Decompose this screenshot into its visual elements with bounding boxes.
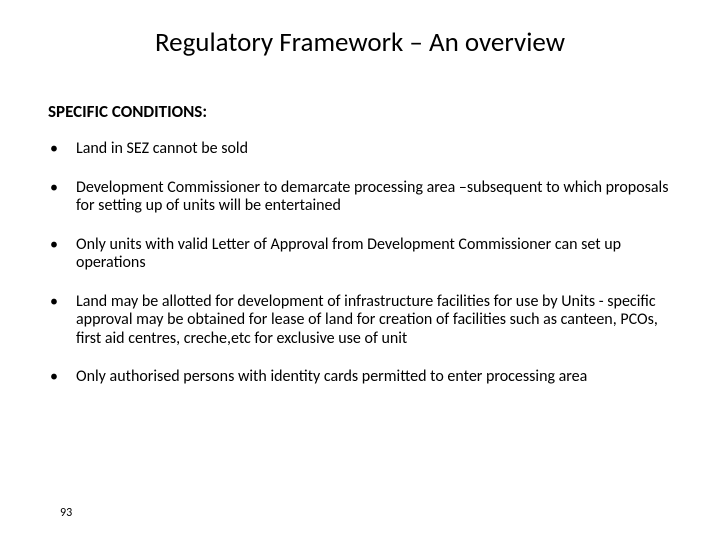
list-item: • Development Commissioner to demarcate … bbox=[48, 179, 672, 216]
bullet-icon: • bbox=[48, 368, 70, 387]
bullet-icon: • bbox=[48, 236, 70, 255]
bullet-icon: • bbox=[48, 140, 70, 159]
bullet-icon: • bbox=[48, 179, 70, 198]
list-item-text: Land in SEZ cannot be sold bbox=[70, 140, 672, 159]
page-number: 93 bbox=[60, 506, 72, 520]
list-item: • Only authorised persons with identity … bbox=[48, 368, 672, 387]
list-item-text: Only units with valid Letter of Approval… bbox=[70, 236, 672, 273]
list-item-text: Land may be allotted for development of … bbox=[70, 293, 672, 349]
bullet-icon: • bbox=[48, 293, 70, 312]
list-item-text: Development Commissioner to demarcate pr… bbox=[70, 179, 672, 216]
list-item-text: Only authorised persons with identity ca… bbox=[70, 368, 672, 387]
section-heading: SPECIFIC CONDITIONS: bbox=[48, 101, 672, 122]
bullet-list: • Land in SEZ cannot be sold • Developme… bbox=[48, 140, 672, 387]
slide: Regulatory Framework – An overview SPECI… bbox=[0, 0, 720, 540]
list-item: • Land in SEZ cannot be sold bbox=[48, 140, 672, 159]
list-item: • Land may be allotted for development o… bbox=[48, 293, 672, 349]
page-title: Regulatory Framework – An overview bbox=[48, 26, 672, 59]
list-item: • Only units with valid Letter of Approv… bbox=[48, 236, 672, 273]
